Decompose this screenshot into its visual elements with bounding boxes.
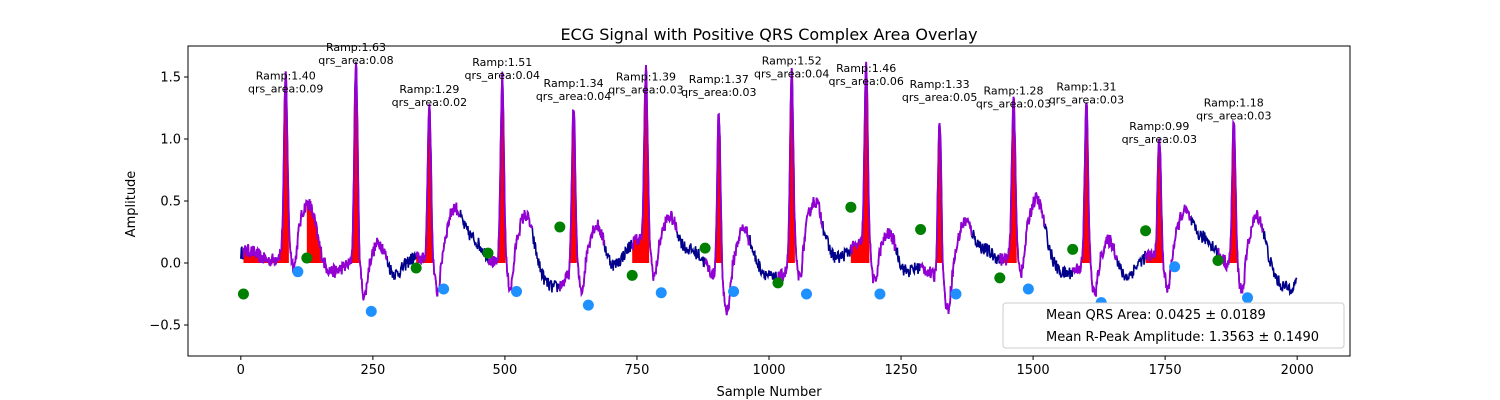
y-tick-label--0.5: −0.5 [149,319,181,334]
qrs-segment-14 [1217,119,1265,294]
beat-label-qrs-area-5: qrs_area:0.04 [536,90,611,103]
qrs-segment-9 [849,61,897,284]
qrs-area-fill-9 [850,61,870,263]
y-axis-label: Amplitude [124,171,139,238]
beat-label-qrs-area-8: qrs_area:0.04 [754,68,829,81]
q-onset-marker-9 [845,201,857,213]
s-offset-marker-14 [1242,292,1254,304]
x-tick-label-250: 250 [360,363,385,378]
s-offset-marker-2 [365,305,377,317]
qrs-segment-13 [1144,138,1192,293]
qrs-segment-1 [242,71,315,274]
beat-label-qrs-area-9: qrs_area:0.06 [828,75,903,88]
x-axis-label: Sample Number [716,385,822,400]
beat-label-ramp-6: Ramp:1.39 [616,71,676,84]
x-tick-label-1250: 1250 [884,363,917,378]
beat-label-ramp-12: Ramp:1.31 [1056,81,1116,94]
q-onset-marker-13 [1140,225,1152,237]
beat-label-ramp-13: Ramp:0.99 [1129,120,1189,133]
s-offset-marker-7 [728,286,740,298]
q-onset-marker-12 [1067,243,1079,255]
q-onset-marker-3 [410,262,422,274]
q-onset-marker-11 [994,272,1006,284]
qrs-segment-6 [631,65,678,281]
legend-entry-qrs-area: Mean QRS Area: 0.0425 ± 0.0189 [1046,308,1266,323]
qrs-segment-2 [305,61,389,301]
x-tick-label-500: 500 [492,363,517,378]
q-onset-marker-14 [1212,255,1224,267]
beat-label-ramp-8: Ramp:1.52 [762,55,822,68]
beat-label-qrs-area-12: qrs_area:0.03 [1049,94,1124,107]
q-onset-marker-2 [301,252,313,264]
beat-label-qrs-area-1: qrs_area:0.09 [248,82,323,95]
y-tick-label-0.5: 0.5 [160,195,181,210]
x-tick-label-2000: 2000 [1281,363,1314,378]
q-onset-marker-7 [699,242,711,254]
beat-label-ramp-10: Ramp:1.33 [910,78,970,91]
beat-label-qrs-area-13: qrs_area:0.03 [1122,133,1197,146]
qrs-area-fill-4 [488,71,506,263]
beat-label-qrs-area-14: qrs_area:0.03 [1196,110,1271,123]
q-onset-marker-5 [554,221,566,233]
beat-label-ramp-14: Ramp:1.18 [1204,97,1264,110]
q-onset-marker-10 [915,224,927,236]
plot-area: Ramp:1.40qrs_area:0.09Ramp:1.63qrs_area:… [149,41,1351,378]
q-onset-marker-4 [482,247,494,259]
beat-label-ramp-11: Ramp:1.28 [984,84,1044,97]
qrs-segment-10 [919,123,973,314]
s-offset-marker-6 [655,287,667,299]
x-tick-label-1500: 1500 [1017,363,1050,378]
beat-label-qrs-area-4: qrs_area:0.04 [465,69,540,82]
x-tick-label-750: 750 [625,363,650,378]
qrs-segment-8 [777,67,824,285]
legend-box [1002,302,1345,349]
legend-entry-r-peak: Mean R-Peak Amplitude: 1.3563 ± 0.1490 [1046,330,1319,345]
legend: Mean QRS Area: 0.0425 ± 0.0189 Mean R-Pe… [1002,302,1345,349]
beat-label-ramp-3: Ramp:1.29 [399,83,459,96]
beat-label-qrs-area-10: qrs_area:0.05 [902,91,977,104]
s-offset-marker-11 [1022,283,1034,295]
x-tick-label-1000: 1000 [752,363,785,378]
beat-label-ramp-9: Ramp:1.46 [836,62,896,75]
qrs-area-fill-1 [243,71,289,263]
beat-label-ramp-7: Ramp:1.37 [689,73,749,86]
beat-label-qrs-area-11: qrs_area:0.03 [976,97,1051,110]
s-offset-marker-4 [511,286,523,298]
beat-label-ramp-4: Ramp:1.51 [472,56,532,69]
beat-label-ramp-1: Ramp:1.40 [256,69,316,82]
beat-label-qrs-area-6: qrs_area:0.03 [608,84,683,97]
beat-label-qrs-area-2: qrs_area:0.08 [318,54,393,67]
qrs-segment-5 [558,109,606,298]
qrs-segment-12 [1071,102,1118,297]
y-tick-label-1.5: 1.5 [160,71,181,86]
chart-title: ECG Signal with Positive QRS Complex Are… [560,25,977,44]
y-tick-label-0: 0.0 [160,257,181,272]
qrs-segment-3 [415,103,460,297]
plot-layer [240,61,1298,316]
s-offset-marker-13 [1169,261,1181,273]
y-tick-label-1: 1.0 [160,133,181,148]
x-tick-label-1750: 1750 [1149,363,1182,378]
s-offset-marker-10 [950,288,962,300]
q-onset-marker-1 [237,288,249,300]
beat-label-qrs-area-3: qrs_area:0.02 [392,96,467,109]
qrs-segment-11 [998,96,1046,278]
s-offset-marker-1 [292,266,304,278]
s-offset-marker-8 [801,288,813,300]
s-offset-marker-3 [438,283,450,295]
s-offset-marker-9 [874,288,886,300]
qrs-area-fill-2 [306,62,360,263]
beat-label-qrs-area-7: qrs_area:0.03 [681,86,756,99]
q-onset-marker-6 [626,269,638,281]
s-offset-marker-5 [582,299,594,311]
x-tick-label-0: 0 [237,363,245,378]
qrs-area-fill-14 [1217,122,1237,263]
qrs-segment-4 [487,71,534,294]
beat-label-ramp-5: Ramp:1.34 [544,77,604,90]
q-onset-marker-8 [772,277,784,289]
beat-label-ramp-2: Ramp:1.63 [326,41,386,54]
qrs-segment-7 [704,112,751,316]
